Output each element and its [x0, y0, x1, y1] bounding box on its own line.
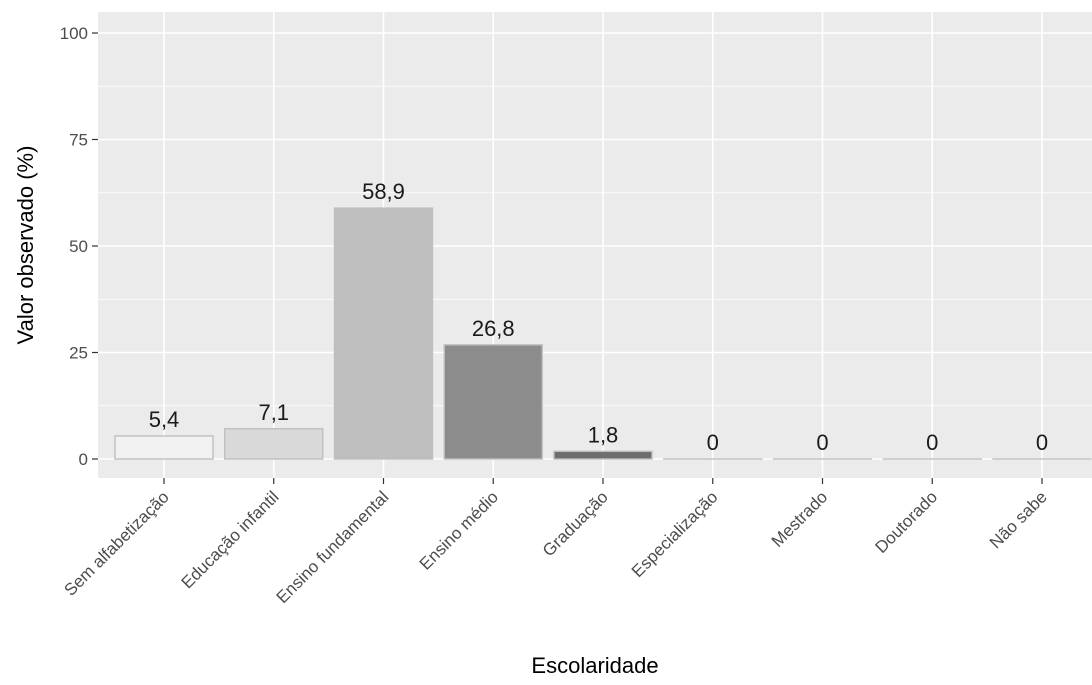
data-label: 5,4	[149, 407, 180, 432]
y-tick-label: 75	[69, 131, 88, 150]
y-tick-label: 100	[60, 24, 88, 43]
data-label: 0	[816, 430, 828, 455]
data-label: 0	[707, 430, 719, 455]
y-tick-label: 0	[79, 450, 88, 469]
bar	[333, 207, 434, 460]
y-tick-label: 25	[69, 344, 88, 363]
bar	[224, 428, 324, 460]
bar	[443, 344, 543, 460]
x-tick-label: Educação infantil	[178, 487, 283, 592]
x-tick-label: Não sabe	[986, 487, 1051, 552]
bar	[553, 450, 653, 460]
x-tick-label: Doutorado	[872, 487, 942, 557]
x-tick-label: Sem alfabetização	[60, 487, 172, 599]
data-label: 0	[1036, 430, 1048, 455]
x-axis-labels: Sem alfabetização Educação infantilEnsino…	[60, 478, 1051, 607]
data-label: 7,1	[258, 400, 289, 425]
x-tick-label: Ensino médio	[416, 487, 502, 573]
y-axis-labels: 0 25 50 75 100	[60, 24, 98, 469]
x-tick-label: Graduação	[539, 487, 612, 560]
y-tick-label: 50	[69, 237, 88, 256]
x-axis-title: Escolaridade	[531, 653, 658, 678]
plot-panel	[98, 12, 1092, 478]
x-tick-label: Especialização	[628, 487, 722, 581]
x-tick-label: Ensino fundamental	[273, 487, 393, 607]
y-axis-title: Valor observado (%)	[13, 146, 38, 345]
data-label: 0	[926, 430, 938, 455]
data-label: 58,9	[362, 179, 405, 204]
data-label: 1,8	[588, 422, 619, 447]
x-tick-label: Mestrado	[768, 487, 832, 551]
bar	[114, 435, 214, 460]
data-label: 26,8	[472, 316, 515, 341]
bars: 5,4 7,1 58,9 26,8 1,8 0 0 0 0	[114, 179, 1092, 460]
